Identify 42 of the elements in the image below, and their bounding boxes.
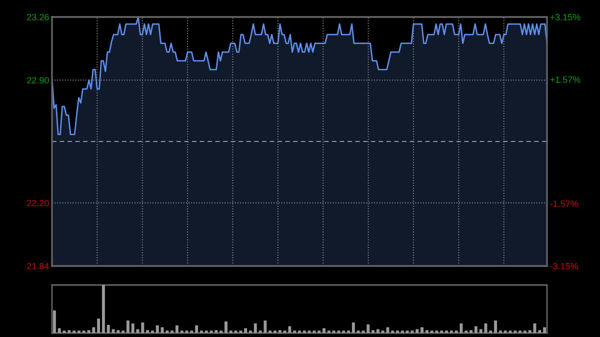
bar [470, 330, 473, 333]
bar [244, 328, 248, 333]
bar [141, 322, 144, 333]
bar [224, 321, 228, 333]
bar [68, 330, 71, 333]
y2-tick-label: +3.15% [550, 14, 580, 20]
bar [376, 329, 380, 333]
y-tick-label: 23.26 [27, 14, 49, 20]
bar [58, 328, 61, 333]
bar [52, 310, 56, 333]
bar [278, 330, 282, 333]
bar [131, 323, 134, 333]
y2-tick-label: -3.15% [550, 262, 578, 270]
bar [366, 324, 370, 333]
bar [92, 327, 96, 333]
y2-tick-label: +1.57% [550, 76, 580, 83]
bar [116, 330, 120, 333]
bar [102, 285, 105, 333]
bar [425, 330, 428, 333]
bar [420, 327, 424, 333]
bar [538, 330, 542, 333]
bar [543, 327, 546, 333]
bar [106, 324, 110, 333]
bar [322, 328, 326, 333]
bar [254, 323, 257, 333]
bar [474, 326, 478, 333]
bar [97, 318, 100, 333]
bar [372, 330, 374, 333]
bar [176, 325, 178, 333]
bar [416, 329, 419, 333]
bar [126, 320, 130, 333]
y-tick-label: 22.20 [27, 200, 49, 206]
bar [146, 330, 150, 333]
bar [479, 329, 482, 333]
bar [494, 320, 498, 333]
bar [156, 325, 159, 333]
y2-tick-label: -1.57% [550, 200, 578, 207]
bar [352, 322, 355, 333]
y-tick-label: 21.84 [27, 262, 49, 270]
y-tick-label: 22.90 [27, 77, 49, 84]
bar [195, 325, 198, 333]
bar [528, 330, 532, 333]
